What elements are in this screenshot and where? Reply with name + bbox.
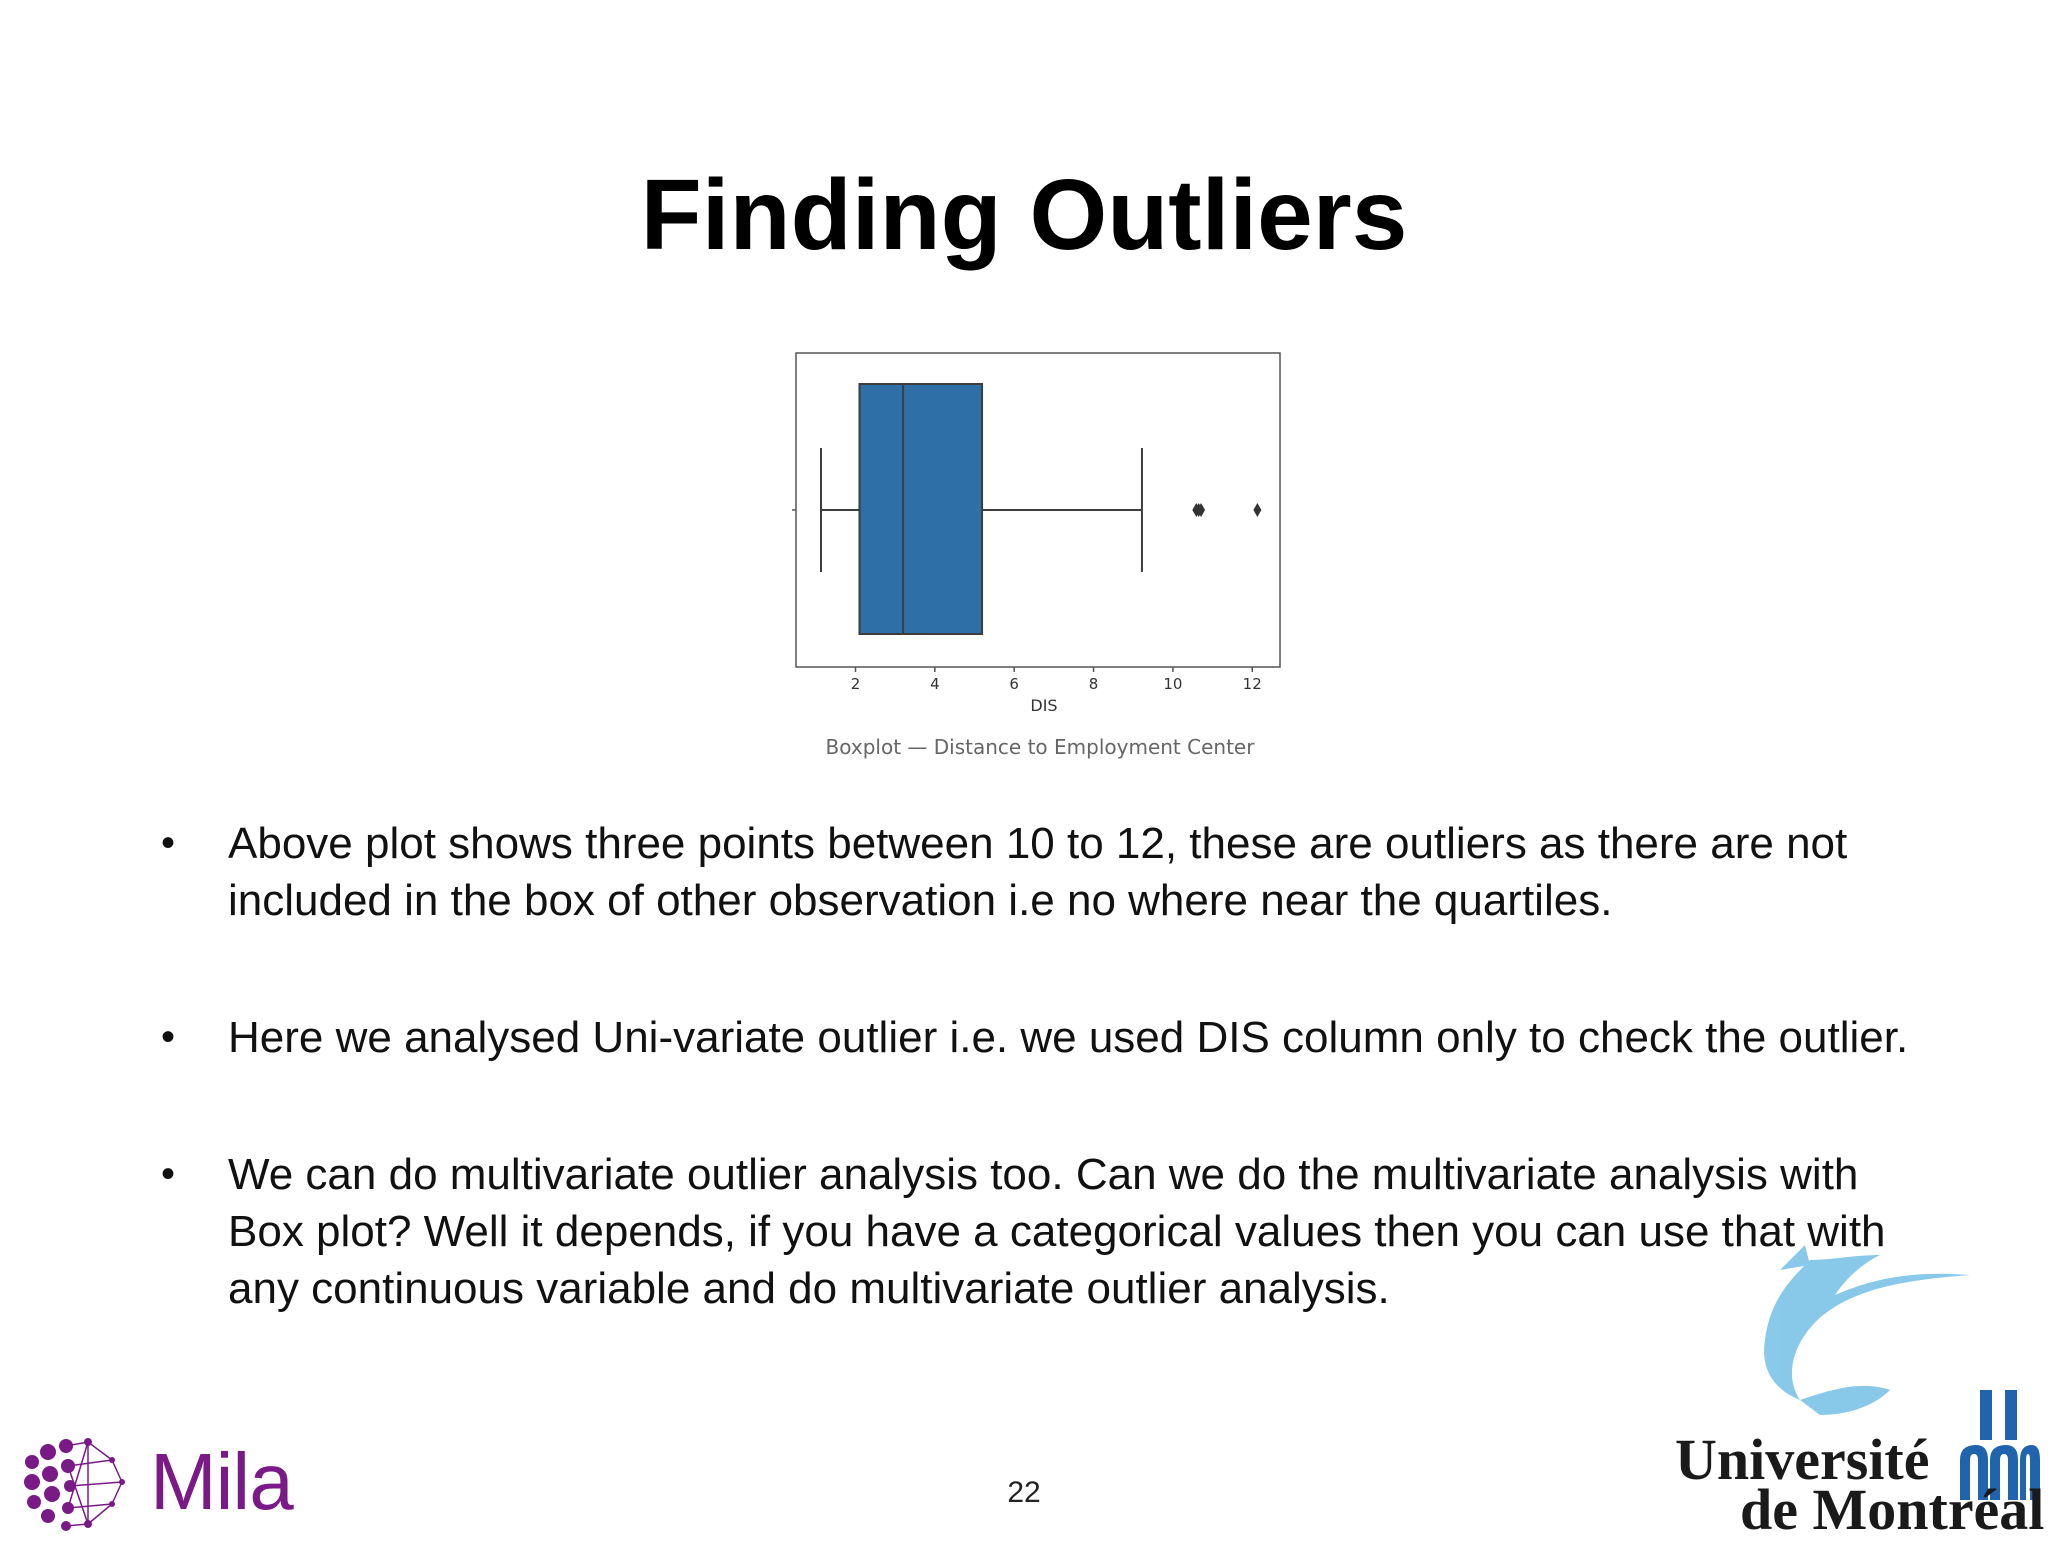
mila-wordmark: Mila xyxy=(150,1437,294,1526)
x-tick-label: 8 xyxy=(1089,675,1099,693)
x-tick-label: 4 xyxy=(930,675,940,693)
boxplot-chart: 2 4 6 8 10 12 DIS xyxy=(790,345,1290,765)
boxplot-svg: 2 4 6 8 10 12 DIS xyxy=(792,352,1281,715)
bullet-text: Above plot shows three points between 10… xyxy=(228,819,1848,925)
slide-title: Finding Outliers xyxy=(640,159,1408,271)
bullet-marker: • xyxy=(161,1152,176,1196)
x-tick-label: 12 xyxy=(1243,675,1262,693)
udem-wordmark-line1: Université xyxy=(1675,1427,1930,1492)
x-tick-label: 2 xyxy=(851,675,861,693)
bullet-item: • Here we analysed Uni-variate outlier i… xyxy=(155,1009,1915,1066)
outlier-point xyxy=(1197,503,1206,517)
udem-wordmark-line2: de Montréal xyxy=(1740,1477,2045,1542)
x-axis-label: DIS xyxy=(1030,696,1057,715)
bullet-marker: • xyxy=(161,821,176,865)
bullet-text: Here we analysed Uni-variate outlier i.e… xyxy=(228,1013,1909,1062)
x-tick-label: 10 xyxy=(1163,675,1182,693)
udem-logo: Université de Montréal xyxy=(1660,1240,2048,1542)
chart-caption: Boxplot — Distance to Employment Center xyxy=(825,735,1255,759)
bullet-marker: • xyxy=(161,1015,176,1059)
x-tick-label: 6 xyxy=(1009,675,1019,693)
outlier-point xyxy=(1253,503,1262,517)
udem-monogram-icon xyxy=(1960,1390,2040,1500)
iqr-box xyxy=(858,383,984,635)
bullet-list: • Above plot shows three points between … xyxy=(155,815,1915,1317)
mila-logo: Mila xyxy=(22,1432,294,1532)
mila-network-icon xyxy=(24,1438,125,1531)
page-number: 22 xyxy=(1007,1476,1041,1509)
bullet-item: • We can do multivariate outlier analysi… xyxy=(155,1146,1915,1317)
bullet-text: We can do multivariate outlier analysis … xyxy=(228,1150,1886,1313)
udem-bird-icon xyxy=(1764,1245,1970,1415)
bullet-item: • Above plot shows three points between … xyxy=(155,815,1915,929)
